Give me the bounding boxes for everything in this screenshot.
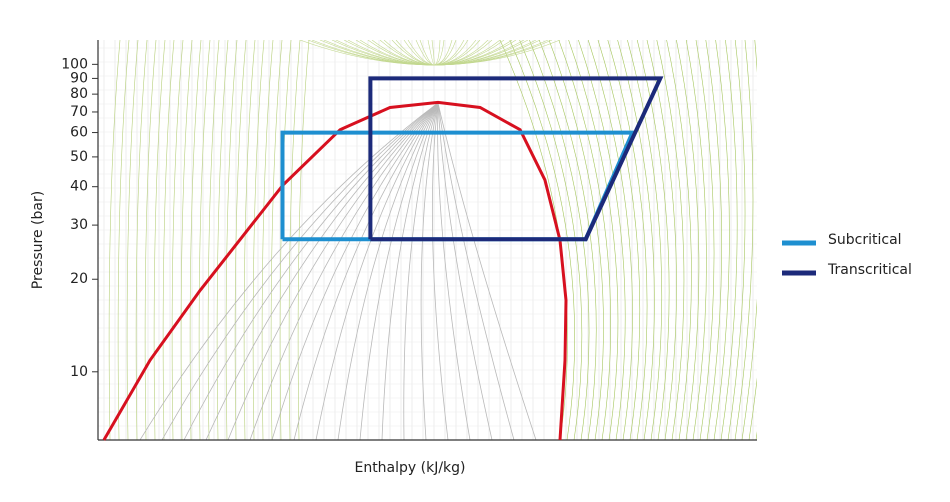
deco-green [548,40,604,440]
y-tick-label: 80 [70,86,88,102]
deco-green [656,40,685,440]
y-tick-label: 70 [70,104,88,120]
deco-green [144,40,157,440]
deco-green [288,40,301,440]
deco-green [108,40,121,440]
deco-green [705,40,722,440]
deco-green [741,40,757,440]
deco-green [695,40,715,440]
deco-isotherm [420,102,439,440]
deco-green [755,431,757,440]
deco-green [770,40,795,440]
deco-green [261,40,274,440]
deco-isotherm [437,102,515,440]
deco-green [243,40,256,440]
deco-green [568,40,619,440]
deco-green [646,40,677,440]
deco-green [234,40,247,440]
deco-green [427,40,435,65]
deco-green [784,40,814,440]
line [368,76,664,242]
deco-green [162,40,175,440]
deco-green [311,40,549,66]
deco-green [636,40,670,440]
deco-green [791,40,823,440]
deco-green [538,40,597,440]
deco-green [587,40,633,440]
deco-green [607,40,648,440]
y-tick-label: 60 [70,125,88,141]
y-tick-label: 100 [61,56,88,72]
y-tick-label: 40 [70,179,88,195]
deco-green [225,40,238,440]
deco-isotherm [205,102,439,440]
background-isolines [98,40,823,440]
deco-green [323,40,537,66]
deco-green [171,40,184,440]
deco-green [763,40,786,440]
y-tick-label: 90 [70,70,88,86]
deco-green [676,40,700,440]
deco-isotherm [315,102,439,440]
deco-green [189,40,202,440]
deco-green [777,40,804,440]
deco-isotherm [337,102,439,440]
x-axis-label: Enthalpy (kJ/kg) [354,460,465,476]
deco-green [216,40,229,440]
deco-green [307,40,553,66]
deco-green [597,40,641,440]
deco-isotherm [183,102,439,440]
deco-green [558,40,612,440]
y-tick-label: 50 [70,149,88,165]
line [102,100,568,441]
deco-isotherm [403,102,439,440]
deco-green [713,40,730,440]
deco-isotherm [431,102,449,440]
legend-label: Subcritical [828,232,902,248]
deco-green [135,40,148,440]
deco-green [270,40,283,440]
deco-green [617,40,655,440]
deco-isotherm [227,102,439,440]
deco-green [627,40,663,440]
deco-green [207,40,220,440]
deco-isotherm [437,102,471,440]
y-tick-label: 20 [70,271,88,287]
deco-green [117,40,130,440]
deco-green [720,40,738,440]
deco-isotherm [293,102,439,440]
deco-green [748,377,757,440]
deco-isotherm [381,102,439,440]
deco-green [666,40,692,440]
deco-isotherm [271,102,439,440]
deco-isotherm [437,102,493,440]
deco-isotherm [139,102,439,440]
deco-green [297,40,310,440]
deco-isotherm [437,102,537,440]
y-tick-label: 10 [70,364,88,380]
deco-isotherm [249,102,439,440]
deco-green [126,40,139,440]
deco-isotherm [359,102,439,440]
deco-green [153,40,166,440]
deco-green [578,40,626,440]
deco-green [335,40,525,66]
legend-label: Transcritical [827,262,912,278]
y-axis-label: Pressure (bar) [30,191,46,289]
deco-isotherm [161,102,439,440]
deco-green [734,40,754,440]
deco-green [685,40,707,440]
deco-green [727,40,746,440]
y-tick-label: 30 [70,217,88,233]
